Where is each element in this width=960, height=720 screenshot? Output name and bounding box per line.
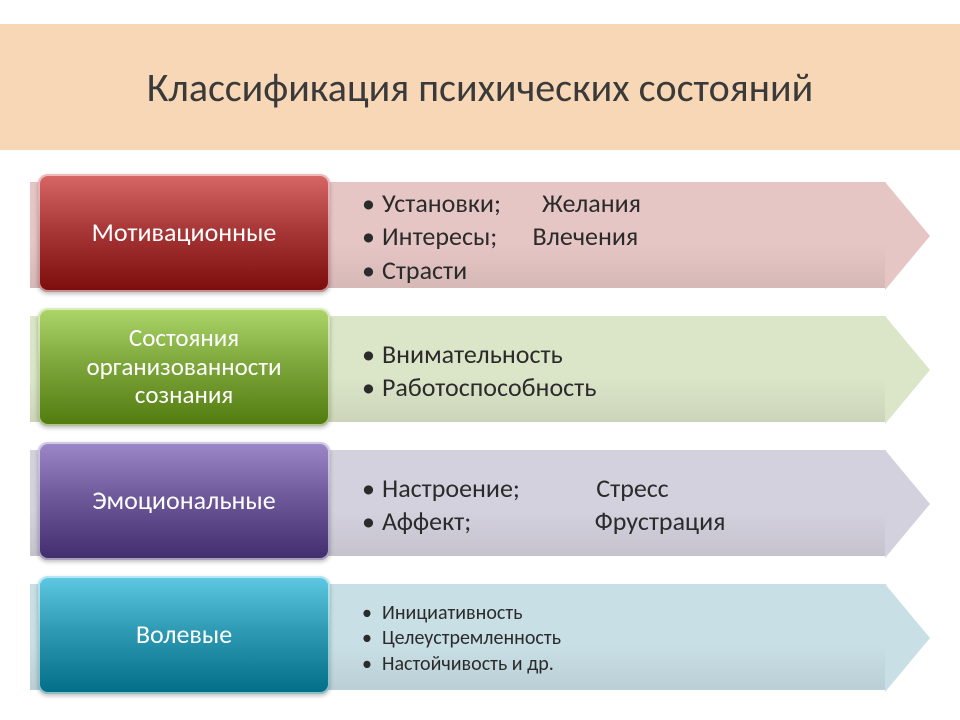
bullet-item: Установки; Желания <box>360 187 870 220</box>
category-row: Мотивационные Установки; ЖеланияИнтересы;… <box>30 174 930 294</box>
arrow-head-icon <box>885 584 930 692</box>
category-row: Состояния организованности сознания Внима… <box>30 308 930 428</box>
bullet-item: Аффект; Фрустрация <box>360 505 870 538</box>
category-label-text: Эмоциональные <box>92 486 275 516</box>
bullet-item: Страсти <box>360 254 870 287</box>
category-label: Мотивационные <box>38 174 330 292</box>
bullet-item: Настроение; Стресс <box>360 472 870 505</box>
bullet-list: ВнимательностьРаботоспособность <box>360 318 870 424</box>
category-label-text: Мотивационные <box>92 218 277 248</box>
bullet-list: Установки; ЖеланияИнтересы; ВлеченияСтра… <box>360 184 870 290</box>
title-band: Классификация психических состояний <box>0 24 960 150</box>
bullet-item: Внимательность <box>360 338 870 371</box>
bullet-list: Настроение; СтрессАффект; Фрустрация <box>360 452 870 558</box>
bullet-list: ИнициативностьЦелеустремленностьНастойчи… <box>360 586 870 692</box>
bullet-item: Настойчивость и др. <box>360 652 870 678</box>
arrow-head-icon <box>885 316 930 424</box>
category-label: Волевые <box>38 576 330 694</box>
bullet-item: Инициативность <box>360 601 870 627</box>
arrow-head-icon <box>885 450 930 558</box>
diagram: Мотивационные Установки; ЖеланияИнтересы;… <box>30 174 930 710</box>
category-label-text: Состояния организованности сознания <box>52 324 316 410</box>
page-title: Классификация психических состояний <box>147 63 814 112</box>
bullet-item: Интересы; Влечения <box>360 220 870 253</box>
bullet-item: Работоспособность <box>360 371 870 404</box>
category-row: Волевые ИнициативностьЦелеустремленностьН… <box>30 576 930 696</box>
bullet-item: Целеустремленность <box>360 626 870 652</box>
category-row: Эмоциональные Настроение; СтрессАффект; Ф… <box>30 442 930 562</box>
category-label: Состояния организованности сознания <box>38 308 330 426</box>
category-label: Эмоциональные <box>38 442 330 560</box>
category-label-text: Волевые <box>136 620 232 650</box>
arrow-head-icon <box>885 182 930 290</box>
slide: Классификация психических состояний Моти… <box>0 0 960 720</box>
